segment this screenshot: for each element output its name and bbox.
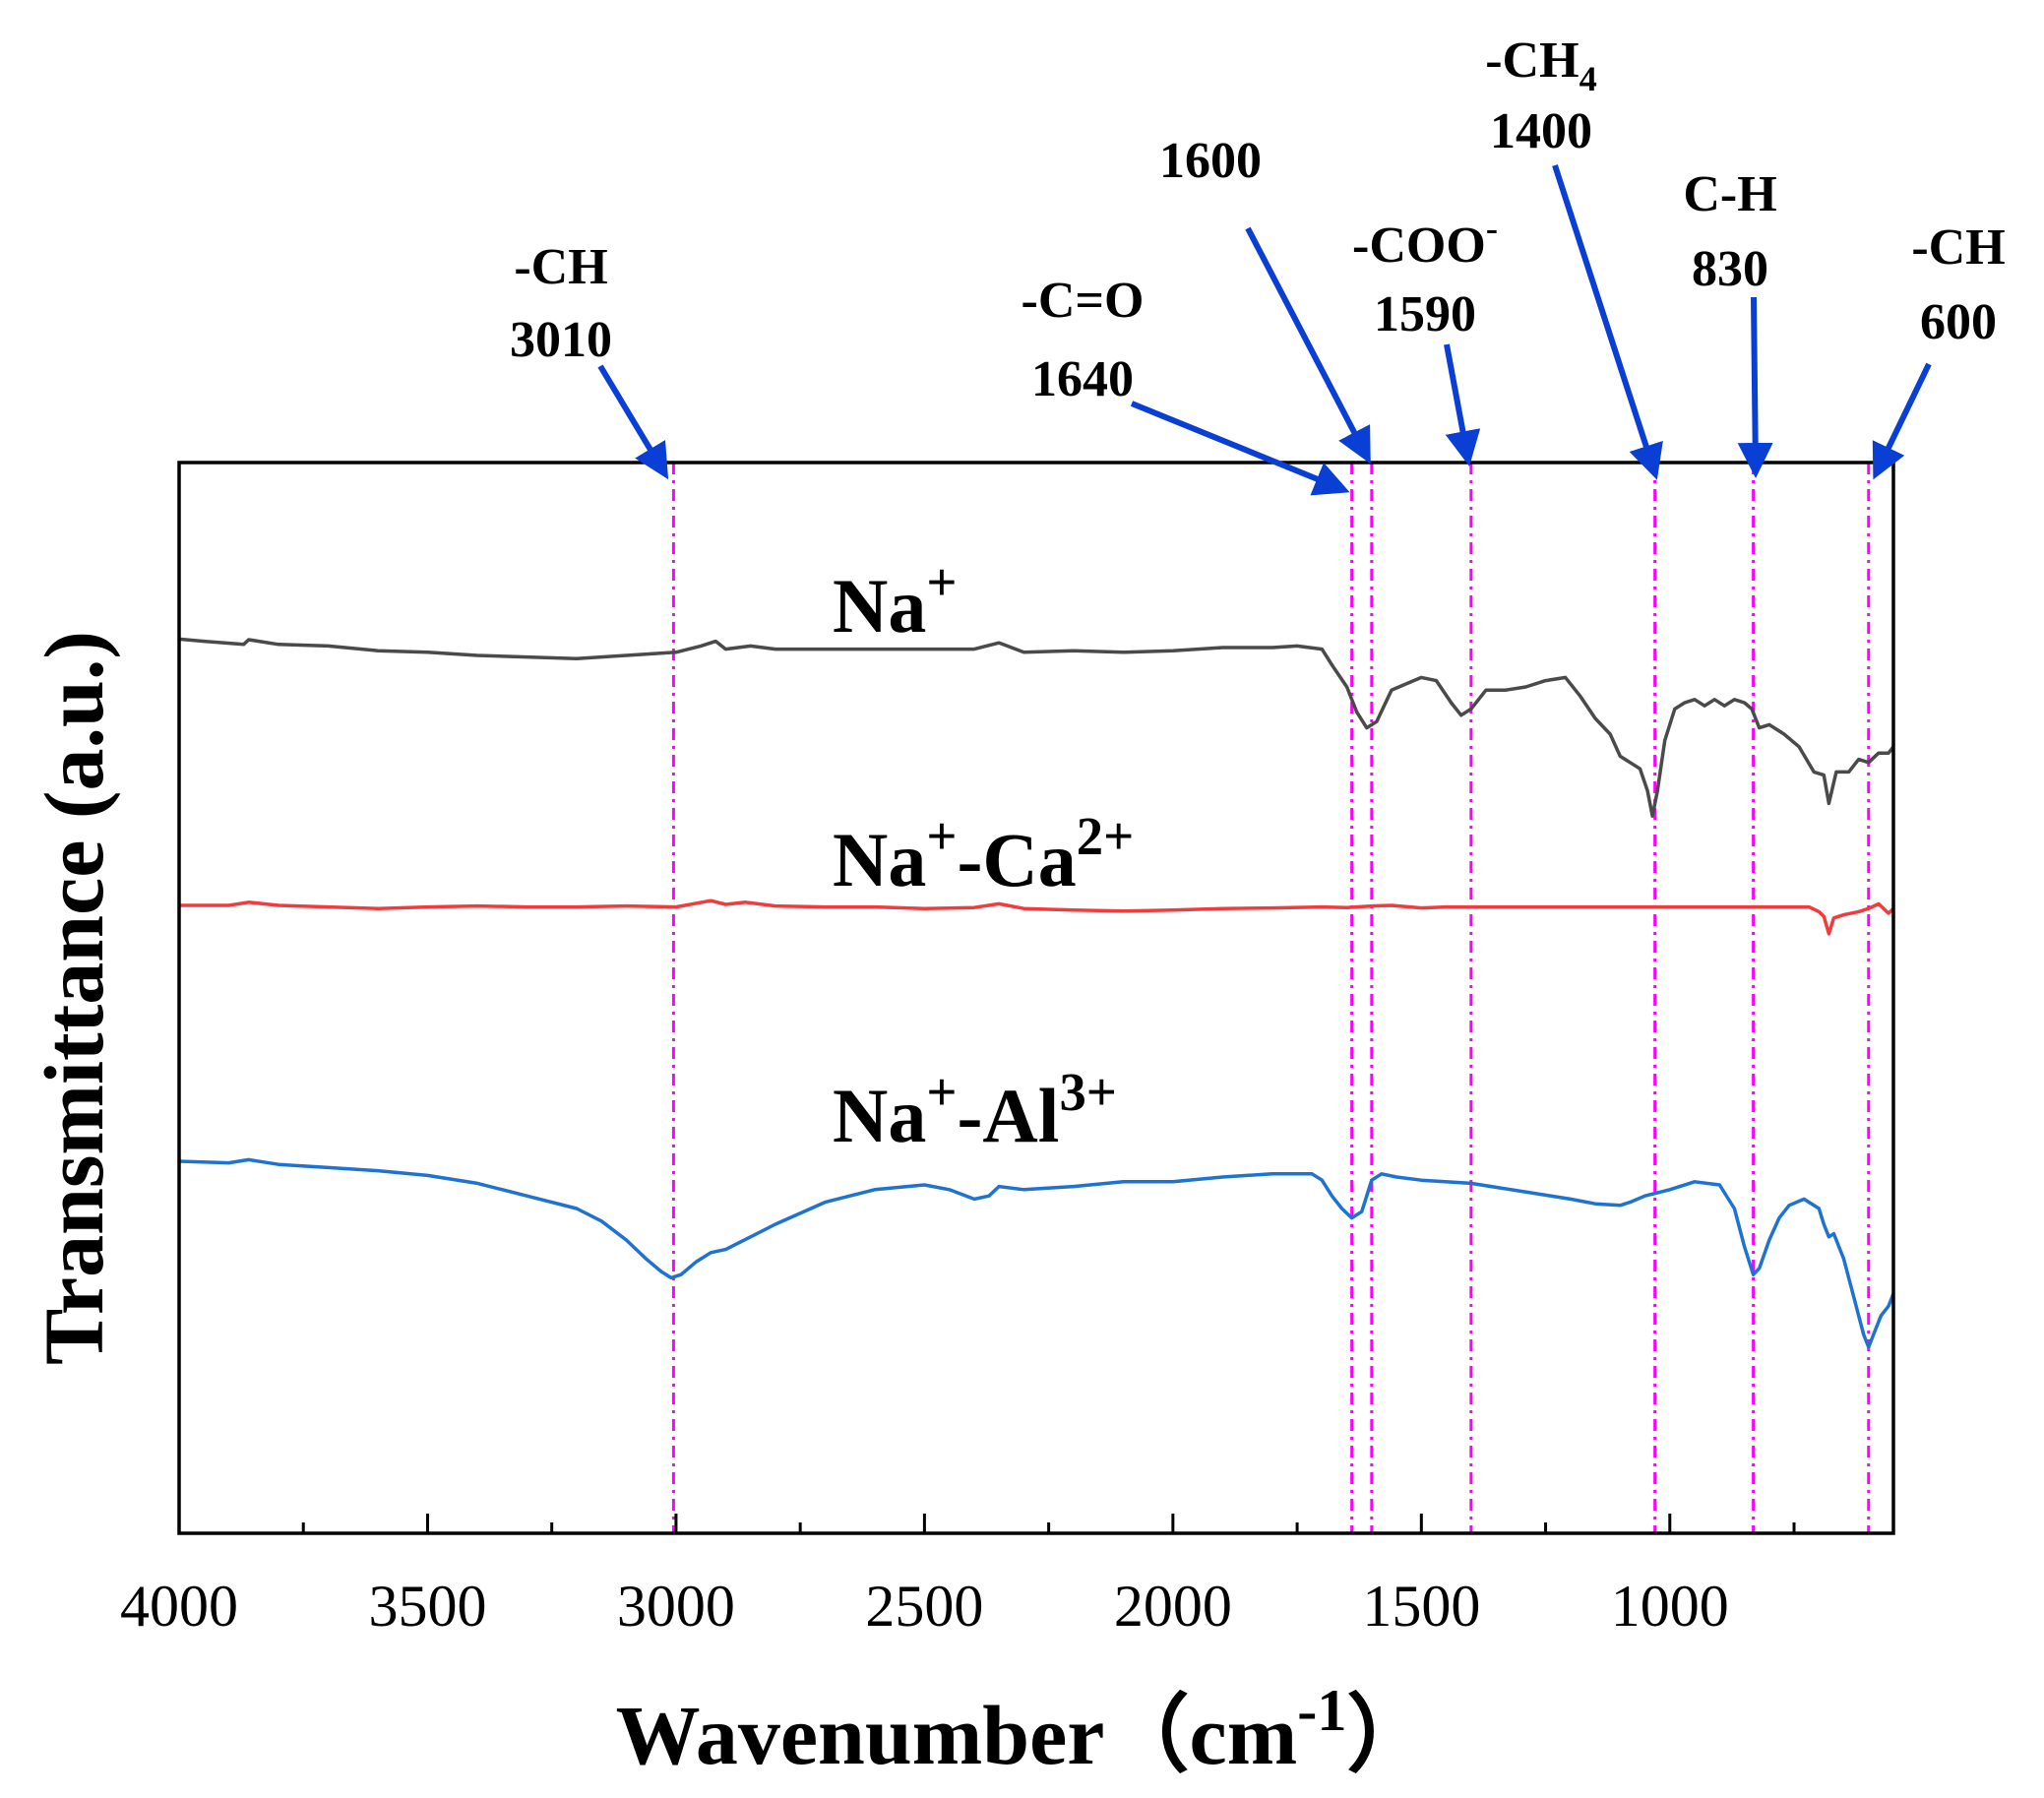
spectra [178, 637, 1895, 1349]
annotation-arrow [1444, 343, 1481, 466]
x-tick-label: 2500 [865, 1574, 983, 1639]
series-line-2 [179, 899, 1895, 936]
annotation-arrow [597, 364, 669, 480]
annotation-wavenumber: 1400 [1490, 103, 1592, 159]
annotation-wavenumber: 1590 [1374, 286, 1476, 342]
series-label-2: Na+-Ca2+ [833, 806, 1134, 902]
annotation-arrow [1245, 226, 1371, 465]
annotation-arrow [1872, 362, 1932, 480]
x-axis-title: Wavenumber（cm-1） [616, 1678, 1432, 1782]
x-tick-label: 3500 [368, 1574, 486, 1639]
annotation-wavenumber: 3010 [510, 312, 612, 368]
annotation-wavenumber: 1600 [1159, 133, 1262, 189]
annotation-wavenumber: 830 [1692, 241, 1768, 297]
annotation-group-label: C-H [1683, 166, 1776, 222]
annotation-wavenumber: 600 [1920, 294, 1997, 350]
annotation-group-label: -COO- [1352, 209, 1498, 274]
annotation-wavenumber: 1640 [1031, 351, 1134, 407]
series-line-1 [178, 637, 1895, 818]
x-tick-label: 4000 [120, 1574, 238, 1639]
annotation-arrow [1130, 401, 1350, 496]
x-tick-label: 1000 [1611, 1574, 1729, 1639]
x-axis-tick-labels: 4000 3500 3000 2500 2000 1500 1000 [120, 1574, 1729, 1639]
x-tick-label: 1500 [1362, 1574, 1480, 1639]
series-line-3 [178, 1157, 1895, 1349]
series-labels: Na+ Na+-Ca2+ Na+-Al3+ [833, 552, 1134, 1158]
plot-frame [177, 461, 1895, 1535]
annotation-arrow [1552, 164, 1663, 480]
annotation-group-label: -C=O [1022, 273, 1145, 329]
annotation-group-label: -CH [1911, 219, 2005, 276]
x-tick-label: 3000 [617, 1574, 735, 1639]
series-label-3: Na+-Al3+ [833, 1062, 1117, 1158]
annotation-group-label: -CH4 [1485, 32, 1597, 98]
x-axis-ticks [177, 1514, 1796, 1533]
reference-lines [671, 463, 1871, 1533]
annotation-group-label: -CH [514, 239, 607, 295]
x-tick-label: 2000 [1114, 1574, 1232, 1639]
series-label-1: Na+ [833, 552, 957, 649]
annotation-arrow [1737, 296, 1773, 478]
y-axis-title: Transmittance (a.u.) [27, 631, 121, 1365]
